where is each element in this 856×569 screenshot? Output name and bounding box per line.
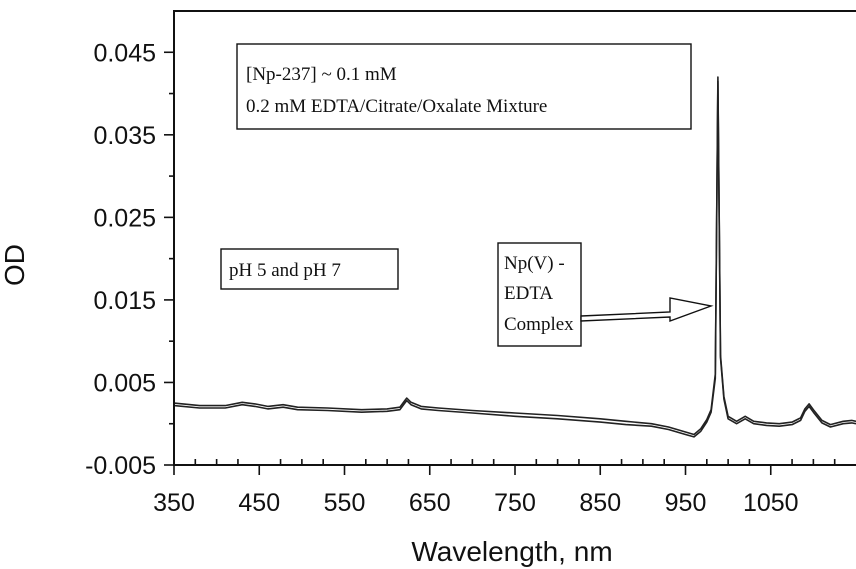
- y-tick-label: 0.005: [93, 369, 156, 397]
- conditions-line-1: [Np-237] ~ 0.1 mM: [246, 64, 397, 85]
- y-tick-label: 0.015: [93, 287, 156, 315]
- x-tick-label: 650: [409, 489, 451, 517]
- ph-label: pH 5 and pH 7: [229, 260, 341, 281]
- y-tick-label: 0.045: [93, 39, 156, 67]
- y-tick-label: -0.005: [85, 452, 156, 480]
- x-tick-label: 350: [153, 489, 195, 517]
- complex-annotation: Np(V) - EDTA Complex: [497, 242, 714, 347]
- complex-line-3: Complex: [504, 314, 574, 335]
- complex-arrow: [580, 297, 714, 323]
- x-axis-title: Wavelength, nm: [411, 536, 612, 567]
- y-tick-label: 0.035: [93, 122, 156, 150]
- ph-annotation: pH 5 and pH 7: [220, 248, 399, 290]
- ph-box: [220, 248, 399, 290]
- complex-line-2: EDTA: [504, 283, 553, 304]
- x-tick-label: 550: [324, 489, 366, 517]
- x-tick-label: 1050: [743, 489, 799, 517]
- y-axis-title: OD: [0, 244, 30, 286]
- complex-line-1: Np(V) -: [504, 253, 565, 274]
- y-tick-label: 0.025: [93, 204, 156, 232]
- x-tick-label: 850: [579, 489, 621, 517]
- conditions-annotation: [Np-237] ~ 0.1 mM 0.2 mM EDTA/Citrate/Ox…: [236, 43, 692, 130]
- spectrum-line-2: [173, 76, 856, 436]
- conditions-line-2: 0.2 mM EDTA/Citrate/Oxalate Mixture: [246, 96, 547, 117]
- x-tick-label: 450: [238, 489, 280, 517]
- complex-box: [497, 242, 582, 347]
- series-layer: [173, 76, 856, 438]
- x-tick-label: 950: [665, 489, 707, 517]
- x-tick-label: 750: [494, 489, 536, 517]
- tick-layer: -0.005 0.005 0.015 0.025 0.035 0.045 350 450 550…: [85, 39, 836, 517]
- spectrum-line-1: [173, 80, 856, 438]
- conditions-box: [236, 43, 692, 130]
